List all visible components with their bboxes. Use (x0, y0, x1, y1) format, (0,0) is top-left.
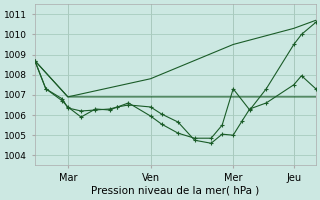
X-axis label: Pression niveau de la mer( hPa ): Pression niveau de la mer( hPa ) (91, 186, 260, 196)
